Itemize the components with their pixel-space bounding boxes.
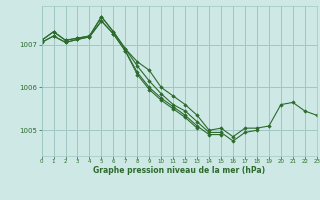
X-axis label: Graphe pression niveau de la mer (hPa): Graphe pression niveau de la mer (hPa) [93,166,265,175]
